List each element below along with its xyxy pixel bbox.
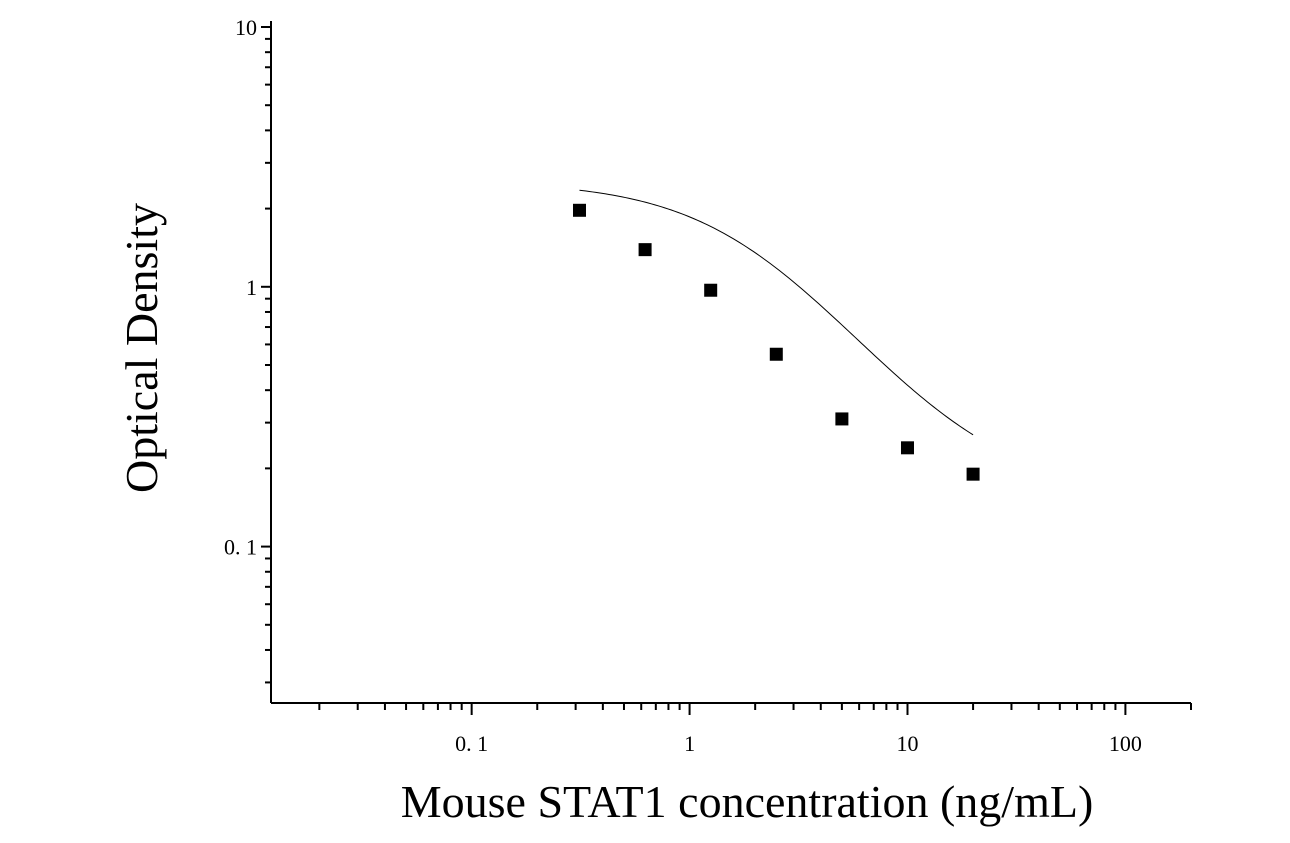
y-axis-ticks: 0. 1 1 10 <box>224 15 271 684</box>
y-tick-label: 0. 1 <box>224 535 257 560</box>
x-axis-ticks: 0. 1 1 10 100 <box>318 703 1192 756</box>
y-tick-label: 1 <box>246 275 257 300</box>
data-point <box>966 467 980 481</box>
x-tick-label: 100 <box>1109 731 1142 756</box>
fit-curve <box>579 189 974 436</box>
axes <box>270 21 1191 704</box>
data-point <box>572 203 586 217</box>
x-tick-label: 0. 1 <box>455 731 488 756</box>
data-point <box>900 441 914 455</box>
data-point <box>769 347 783 361</box>
x-axis-title: Mouse STAT1 concentration (ng/mL) <box>401 776 1094 827</box>
data-point <box>638 243 652 257</box>
y-tick-label: 10 <box>235 15 257 40</box>
data-points <box>572 203 980 481</box>
data-point <box>835 412 849 426</box>
y-axis-title: Optical Density <box>116 203 167 493</box>
x-tick-label: 1 <box>684 731 695 756</box>
x-tick-label: 10 <box>896 731 918 756</box>
data-point <box>704 283 718 297</box>
